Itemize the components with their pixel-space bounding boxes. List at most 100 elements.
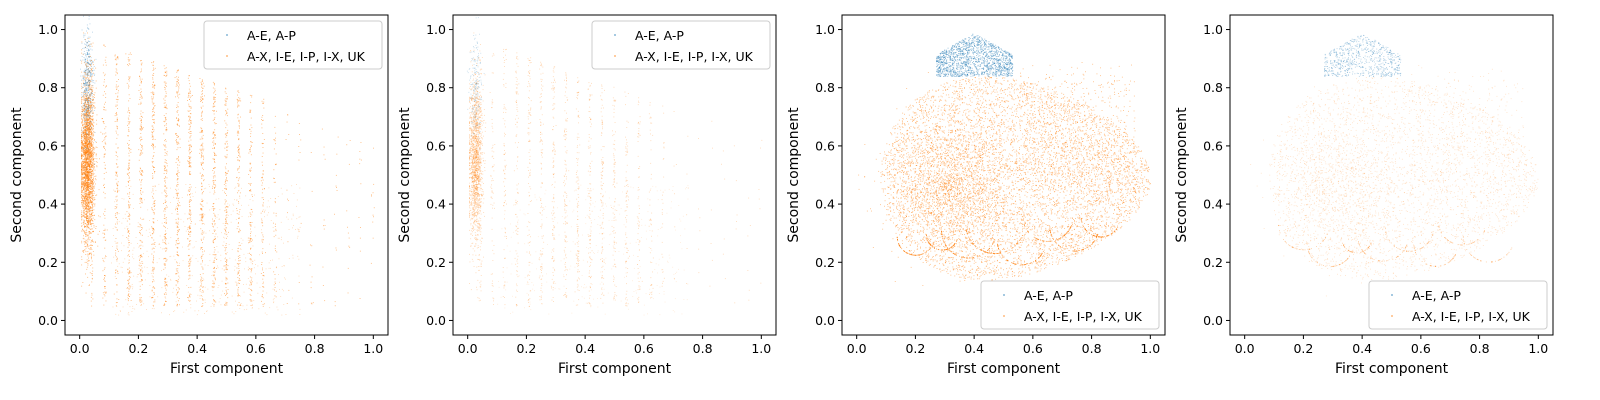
data-point [91,245,92,246]
data-point [89,155,90,156]
data-point [189,172,190,173]
data-point [153,155,154,156]
data-point [153,306,154,307]
data-point [165,202,166,203]
data-point [86,111,87,112]
data-point [88,51,89,52]
data-point [82,171,83,172]
data-point [105,60,106,61]
data-point [177,254,178,255]
data-point [179,126,180,127]
data-point [84,79,85,80]
data-point [140,78,141,79]
data-point [142,139,143,140]
data-point [139,297,140,298]
data-point [176,117,177,118]
data-point [106,172,107,173]
data-point [200,127,201,128]
data-point [178,193,179,194]
data-point [88,192,89,193]
data-point [178,115,179,116]
data-point [127,143,128,144]
data-point [176,219,177,220]
data-point [90,75,91,76]
data-point [93,184,94,185]
data-point [214,230,215,231]
data-point [87,53,88,54]
data-point [212,219,213,220]
data-point [202,199,203,200]
data-point [214,89,215,90]
data-point [115,208,116,209]
data-point [92,239,93,240]
data-point [154,288,155,289]
data-point [88,181,89,182]
data-point [189,213,190,214]
data-point [81,86,82,87]
data-point [131,300,132,301]
data-point [95,170,96,171]
data-point [86,96,87,97]
data-point [214,247,215,248]
data-point [88,179,89,180]
data-point [94,97,95,98]
data-point [117,108,118,109]
data-point [91,183,92,184]
data-point [154,152,155,153]
data-point [165,285,166,286]
data-point [117,246,118,247]
data-point [84,119,85,120]
data-point [88,97,89,98]
data-point [87,158,88,159]
data-point [139,299,140,300]
data-point [89,198,90,199]
data-point [90,193,91,194]
data-point [141,116,142,117]
data-point [81,132,82,133]
data-point [84,233,85,234]
data-point [188,234,189,235]
data-point [213,210,214,211]
data-point [85,209,86,210]
data-point [214,91,215,92]
data-point [94,148,95,149]
data-point [165,82,166,83]
data-point [88,64,89,65]
data-point [93,149,94,150]
data-point [106,292,107,293]
data-point [82,96,83,97]
data-point [189,189,190,190]
data-point [154,252,155,253]
data-point [165,234,166,235]
data-point [91,193,92,194]
data-point [81,204,82,205]
data-point [86,150,87,151]
data-point [166,191,167,192]
data-point [116,196,117,197]
data-point [116,243,117,244]
data-point [83,170,84,171]
data-point [127,135,128,136]
data-point [204,95,205,96]
data-point [116,152,117,153]
data-point [92,150,93,151]
data-point [166,173,167,174]
data-point [90,101,91,102]
data-point [178,214,179,215]
data-point [90,183,91,184]
data-point [105,165,106,166]
data-point [87,106,88,107]
data-point [104,233,105,234]
data-point [96,161,97,162]
data-point [130,76,131,77]
data-point [85,151,86,152]
data-point [190,297,191,298]
data-point [88,248,89,249]
data-point [104,162,105,163]
data-point [87,48,88,49]
data-point [165,85,166,86]
data-point [190,210,191,211]
data-point [203,149,204,150]
data-point [83,105,84,106]
data-point [91,198,92,199]
